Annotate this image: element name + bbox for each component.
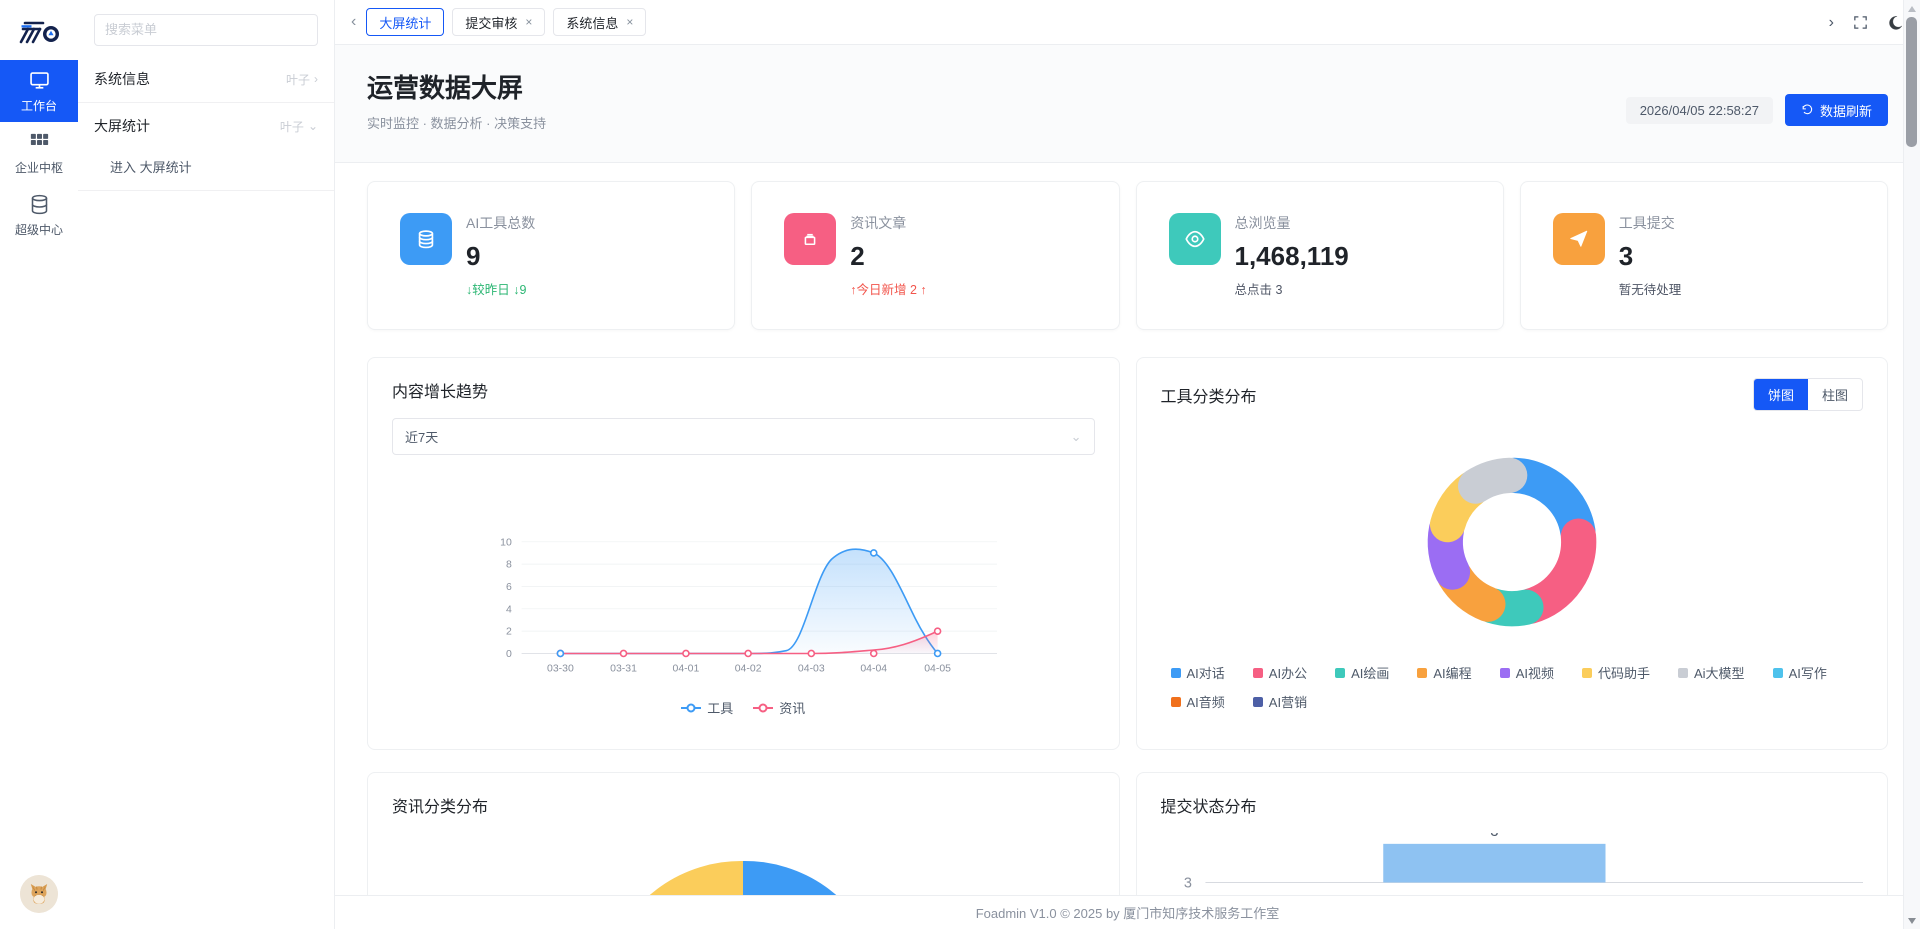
svg-text:10: 10	[500, 537, 512, 548]
svg-text:03-31: 03-31	[610, 664, 637, 675]
svg-text:3: 3	[1490, 833, 1498, 840]
svg-text:04-03: 04-03	[798, 664, 825, 675]
svg-text:04-01: 04-01	[673, 664, 700, 675]
svg-text:3: 3	[1183, 875, 1191, 891]
svg-text:04-02: 04-02	[735, 664, 762, 675]
svg-text:6: 6	[506, 582, 512, 593]
svg-text:04-05: 04-05	[924, 664, 951, 675]
svg-text:4: 4	[506, 604, 512, 615]
svg-text:0: 0	[506, 649, 512, 660]
svg-text:03-30: 03-30	[547, 664, 574, 675]
svg-text:2: 2	[506, 627, 512, 638]
svg-text:8: 8	[506, 560, 512, 571]
svg-text:04-04: 04-04	[860, 664, 887, 675]
